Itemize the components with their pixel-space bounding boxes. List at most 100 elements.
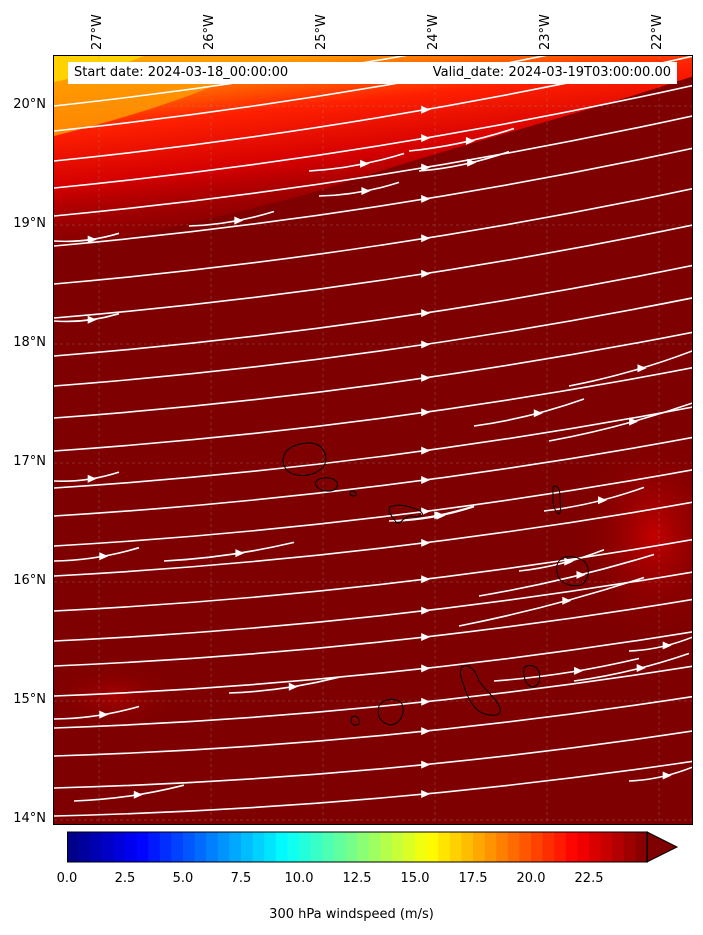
streamline-arrow xyxy=(421,446,431,455)
colorbar xyxy=(67,831,679,863)
colorbar-swatch xyxy=(461,832,474,862)
streamline xyxy=(573,652,690,682)
streamline-arrow xyxy=(598,496,607,505)
colorbar-swatch xyxy=(136,832,149,862)
longitude-label: 27°W xyxy=(90,14,105,50)
island-brava xyxy=(350,715,360,726)
streamline-arrow xyxy=(465,136,475,145)
streamline xyxy=(54,115,692,217)
streamline xyxy=(458,576,645,627)
streamline xyxy=(318,181,400,197)
streamline-arrow xyxy=(421,373,431,382)
streamline-arrow xyxy=(662,771,672,780)
streamline xyxy=(54,571,692,642)
streamline xyxy=(54,598,692,667)
streamline-arrow xyxy=(467,158,477,167)
latitude-label: 17°N xyxy=(13,454,46,469)
latitude-label: 18°N xyxy=(13,335,46,350)
streamline-arrow xyxy=(234,216,244,225)
streamline-arrow xyxy=(421,309,431,318)
colorbar-swatch xyxy=(90,832,103,862)
streamline xyxy=(54,665,692,729)
streamline-arrow xyxy=(99,552,109,561)
streamline xyxy=(54,297,692,387)
streamline-arrow xyxy=(87,235,97,244)
streamline xyxy=(493,657,640,682)
island-fogo xyxy=(377,698,404,726)
latitude-label: 16°N xyxy=(13,573,46,588)
wind-maximum-southwest xyxy=(54,661,184,731)
streamline xyxy=(54,188,692,285)
streamline-arrow xyxy=(421,727,431,736)
colorbar-swatch xyxy=(101,832,114,862)
colorbar-swatch xyxy=(299,832,312,862)
longitude-label: 25°W xyxy=(314,14,329,50)
streamline-arrow xyxy=(421,606,431,615)
streamline-arrow xyxy=(87,474,97,483)
streamline-arrow xyxy=(662,641,672,650)
streamline-arrow xyxy=(421,789,431,798)
streamline xyxy=(54,84,692,189)
island-sao-vicente xyxy=(315,477,338,492)
streamline xyxy=(54,436,692,517)
streamline xyxy=(228,676,340,694)
latitude-label: 19°N xyxy=(13,216,46,231)
streamline-arrow xyxy=(99,710,109,719)
colorbar-swatch xyxy=(275,832,288,862)
streamline-arrow xyxy=(421,134,431,143)
streamline-arrow xyxy=(421,105,431,114)
colorbar-swatch xyxy=(368,832,381,862)
colorbar-swatch xyxy=(183,832,196,862)
colorbar-label: 300 hPa windspeed (m/s) xyxy=(269,907,434,922)
latitude-label: 14°N xyxy=(13,811,46,826)
colorbar-swatch xyxy=(78,832,91,862)
colorbar-swatch xyxy=(125,832,138,862)
colorbar-tick-label: 20.0 xyxy=(516,871,546,886)
colorbar-swatch xyxy=(322,832,335,862)
colorbar-swatch xyxy=(600,832,613,862)
streamline xyxy=(518,548,605,572)
colorbar-swatch xyxy=(635,832,648,862)
streamline-arrow xyxy=(133,790,143,799)
streamline-arrow xyxy=(421,194,431,203)
colorbar-swatch xyxy=(310,832,323,862)
graticule xyxy=(54,56,692,824)
streamline xyxy=(308,152,405,172)
streamline xyxy=(628,766,692,782)
colorbar-tick-label: 2.5 xyxy=(114,871,136,886)
colorbar-tick-label: 12.5 xyxy=(342,871,372,886)
streamline-arrow xyxy=(361,187,371,196)
streamline xyxy=(54,631,692,697)
streamline-arrow xyxy=(629,417,639,426)
streamline xyxy=(54,56,548,132)
streamline-arrow xyxy=(421,476,431,485)
streamline xyxy=(54,232,120,243)
colorbar-swatch xyxy=(484,832,497,862)
streamline xyxy=(54,331,692,419)
colorbar-swatch xyxy=(206,832,219,862)
streamline-arrow xyxy=(436,511,446,520)
streamline-arrow xyxy=(574,666,584,675)
streamline-arrow xyxy=(564,557,574,566)
streamline-arrow xyxy=(576,570,586,579)
latitude-label: 20°N xyxy=(13,97,46,112)
colorbar-tick-label: 22.5 xyxy=(574,871,604,886)
streamline-arrow xyxy=(421,234,431,243)
streamline xyxy=(54,538,692,612)
valid-date-label: Valid_date: 2024-03-19T03:00:00.00 xyxy=(330,62,677,84)
windspeed-field xyxy=(54,56,692,824)
colorbar-swatch xyxy=(531,832,544,862)
streamline-arrow xyxy=(533,409,543,418)
streamline-arrow xyxy=(360,159,370,168)
colorbar-extend-arrow xyxy=(646,831,679,863)
island-sao-nicolau xyxy=(388,504,423,524)
streamline xyxy=(54,695,692,757)
colorbar-swatch xyxy=(496,832,509,862)
longitude-label: 26°W xyxy=(202,14,217,50)
latitude-label: 15°N xyxy=(13,692,46,707)
streamline-arrow xyxy=(421,633,431,641)
colorbar-swatch xyxy=(171,832,184,862)
colorbar-swatch xyxy=(217,832,230,862)
colorbar-swatch xyxy=(415,832,428,862)
colorbar-swatch xyxy=(589,832,602,862)
